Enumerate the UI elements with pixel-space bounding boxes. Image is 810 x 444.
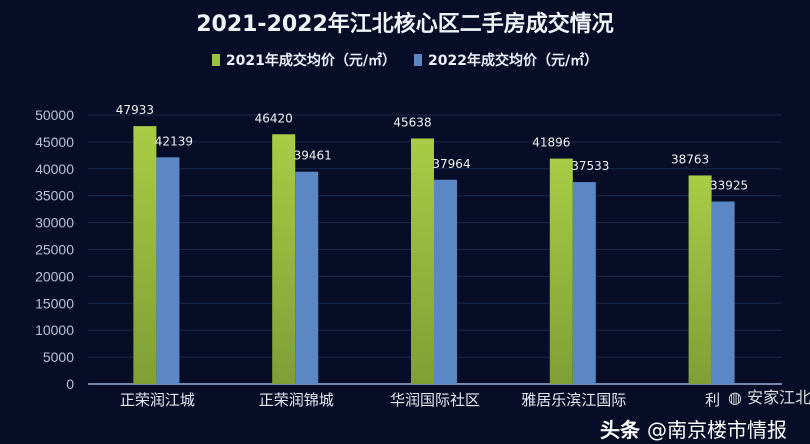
y-tick-label: 5000 [43,349,74,365]
x-tick-label: 雅居乐滨江国际 [521,391,626,409]
data-label: 47933 [116,103,154,117]
data-label: 41896 [532,136,570,150]
data-label: 37964 [432,157,470,171]
x-tick-label: 华润国际社区 [390,391,480,409]
bar-2022 [434,179,457,384]
y-tick-label: 15000 [35,295,74,311]
data-label: 38763 [671,152,709,166]
y-tick-label: 30000 [35,215,74,231]
x-tick-label: 正荣润锦城 [259,391,334,409]
bar-2021 [272,134,296,384]
y-tick-label: 40000 [35,161,74,177]
y-tick-label: 25000 [35,242,74,258]
bar-2022 [295,171,319,384]
chart-title: 2021-2022年江北核心区二手房成交情况 [196,12,614,37]
y-tick-label: 50000 [35,107,74,123]
bar-2021 [133,126,157,385]
data-label: 45638 [393,115,431,129]
bar-2021 [411,138,434,384]
data-label: 33925 [710,178,748,192]
data-label: 39461 [294,149,332,163]
bar-2021 [688,175,712,384]
y-tick-label: 20000 [35,268,74,284]
toutiao-account: @南京楼市情报 [646,418,787,442]
y-tick-label: 35000 [35,188,74,204]
x-tick-label: 利 [705,391,720,409]
y-tick-label: 45000 [35,134,74,150]
bar-2022 [572,182,596,384]
wechat-watermark: ◍ 安家江北 [728,389,810,407]
data-label: 42139 [155,134,193,148]
x-tick-label: 正荣润江城 [120,391,195,409]
wechat-watermark-text: 安家江北 [747,388,810,407]
legend-swatch-2021 [211,54,220,66]
toutiao-watermark: 头条 @南京楼市情报 [600,418,787,442]
toutiao-prefix: 头条 [600,418,640,442]
bar-2022 [711,201,735,384]
legend-label-2021: 2021年成交均价（元/㎡） [225,53,396,69]
legend-label-2022: 2022年成交均价（元/㎡） [428,53,599,69]
y-tick-label: 10000 [35,322,74,338]
bar-2022 [156,157,180,384]
data-label: 46420 [255,111,293,125]
legend-item-2022: 2022年成交均价（元/㎡） [414,50,598,70]
wechat-icon: ◍ [728,388,742,407]
data-label: 37533 [571,159,609,173]
legend-swatch-2022 [414,54,422,66]
bar-2021 [549,158,573,384]
y-tick-label: 0 [66,376,74,392]
legend: 2021年成交均价（元/㎡） 2022年成交均价（元/㎡） [0,50,810,70]
legend-item-2021: 2021年成交均价（元/㎡） [211,50,396,70]
